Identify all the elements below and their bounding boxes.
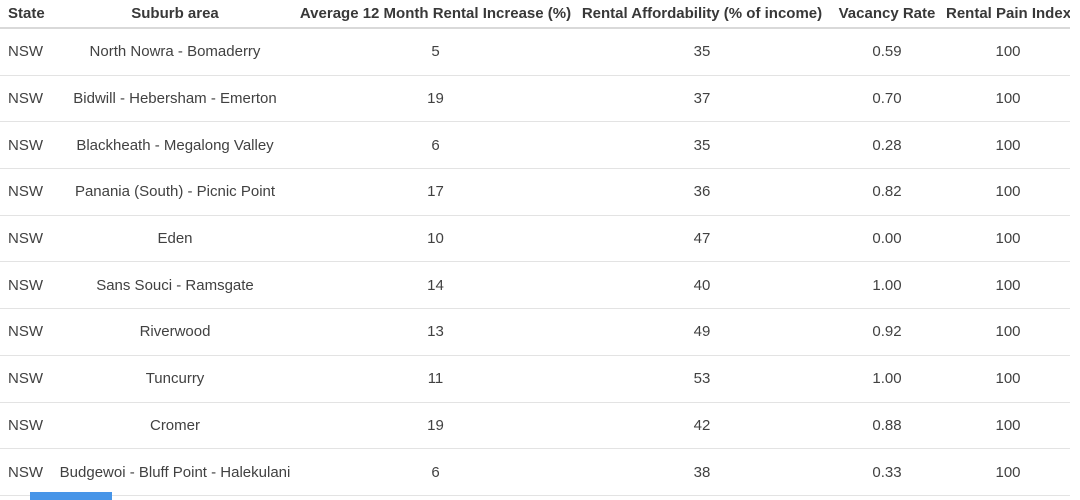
cell-rental-pain-index: 100 (946, 215, 1070, 263)
cell-state: NSW (0, 215, 55, 263)
column-header-suburb-area: Suburb area (55, 0, 295, 29)
cell-rental-pain-index: 100 (946, 355, 1070, 403)
cell-rental-increase: 6 (295, 121, 576, 170)
cell-state: NSW (0, 28, 55, 76)
table-row: NSW Cromer 19 42 0.88 100 (0, 402, 1070, 450)
table-row: NSW Eden 10 47 0.00 100 (0, 215, 1070, 263)
cell-suburb-area: Blackheath - Megalong Valley (55, 121, 295, 170)
cell-suburb-area: Panania (South) - Picnic Point (55, 168, 295, 216)
cell-rental-affordability: 38 (576, 448, 828, 496)
cell-rental-affordability: 40 (576, 261, 828, 310)
cell-suburb-area: Riverwood (55, 308, 295, 356)
cell-vacancy-rate: 0.88 (828, 402, 946, 450)
cell-suburb-area: Tuncurry (55, 355, 295, 403)
cell-vacancy-rate: 0.70 (828, 75, 946, 123)
cell-rental-pain-index: 100 (946, 168, 1070, 216)
cell-state: NSW (0, 75, 55, 123)
cell-rental-increase: 17 (295, 168, 576, 216)
cell-rental-increase: 19 (295, 75, 576, 123)
cell-rental-pain-index: 100 (946, 121, 1070, 170)
cell-state: NSW (0, 308, 55, 356)
cell-suburb-area: Sans Souci - Ramsgate (55, 261, 295, 310)
column-header-vacancy-rate: Vacancy Rate (828, 0, 946, 29)
cell-rental-affordability: 47 (576, 215, 828, 263)
cell-rental-increase: 13 (295, 308, 576, 356)
table-header-row: State Suburb area Average 12 Month Renta… (0, 0, 1070, 29)
table-body: NSW North Nowra - Bomaderry 5 35 0.59 10… (0, 28, 1070, 496)
cell-vacancy-rate: 1.00 (828, 261, 946, 310)
table-row: NSW North Nowra - Bomaderry 5 35 0.59 10… (0, 28, 1070, 76)
cell-state: NSW (0, 261, 55, 310)
table-row: NSW Tuncurry 11 53 1.00 100 (0, 355, 1070, 403)
cell-suburb-area: Bidwill - Hebersham - Emerton (55, 75, 295, 123)
cell-rental-affordability: 37 (576, 75, 828, 123)
table-row: NSW Sans Souci - Ramsgate 14 40 1.00 100 (0, 261, 1070, 310)
cell-rental-increase: 5 (295, 28, 576, 76)
cell-vacancy-rate: 0.28 (828, 121, 946, 170)
cell-state: NSW (0, 121, 55, 170)
cell-vacancy-rate: 0.33 (828, 448, 946, 496)
cell-state: NSW (0, 168, 55, 216)
cell-suburb-area: North Nowra - Bomaderry (55, 28, 295, 76)
cell-rental-affordability: 49 (576, 308, 828, 356)
cell-rental-pain-index: 100 (946, 28, 1070, 76)
column-header-rental-affordability: Rental Affordability (% of income) (576, 0, 828, 29)
cell-rental-increase: 19 (295, 402, 576, 450)
cell-rental-increase: 14 (295, 261, 576, 310)
cell-rental-pain-index: 100 (946, 448, 1070, 496)
column-header-state: State (0, 0, 55, 29)
cell-suburb-area: Budgewoi - Bluff Point - Halekulani (55, 448, 295, 496)
cell-suburb-area: Cromer (55, 402, 295, 450)
cell-rental-pain-index: 100 (946, 402, 1070, 450)
table-row: NSW Blackheath - Megalong Valley 6 35 0.… (0, 121, 1070, 170)
cell-rental-affordability: 53 (576, 355, 828, 403)
cell-rental-affordability: 36 (576, 168, 828, 216)
cell-rental-affordability: 35 (576, 121, 828, 170)
cell-suburb-area: Eden (55, 215, 295, 263)
cell-vacancy-rate: 1.00 (828, 355, 946, 403)
column-header-rental-pain-index: Rental Pain Index (946, 0, 1070, 29)
column-header-rental-increase: Average 12 Month Rental Increase (%) (295, 0, 576, 29)
table-row: NSW Bidwill - Hebersham - Emerton 19 37 … (0, 75, 1070, 123)
cell-rental-increase: 10 (295, 215, 576, 263)
table-row: NSW Panania (South) - Picnic Point 17 36… (0, 168, 1070, 216)
cell-vacancy-rate: 0.00 (828, 215, 946, 263)
cell-rental-pain-index: 100 (946, 75, 1070, 123)
table-row: NSW Budgewoi - Bluff Point - Halekulani … (0, 448, 1070, 496)
cell-state: NSW (0, 448, 55, 496)
cell-rental-pain-index: 100 (946, 308, 1070, 356)
cell-vacancy-rate: 0.59 (828, 28, 946, 76)
cell-state: NSW (0, 355, 55, 403)
cell-vacancy-rate: 0.82 (828, 168, 946, 216)
cell-rental-affordability: 35 (576, 28, 828, 76)
horizontal-scrollbar-thumb[interactable] (30, 492, 112, 500)
cell-rental-increase: 11 (295, 355, 576, 403)
cell-rental-pain-index: 100 (946, 261, 1070, 310)
cell-rental-affordability: 42 (576, 402, 828, 450)
cell-state: NSW (0, 402, 55, 450)
cell-vacancy-rate: 0.92 (828, 308, 946, 356)
table-row: NSW Riverwood 13 49 0.92 100 (0, 308, 1070, 356)
cell-rental-increase: 6 (295, 448, 576, 496)
